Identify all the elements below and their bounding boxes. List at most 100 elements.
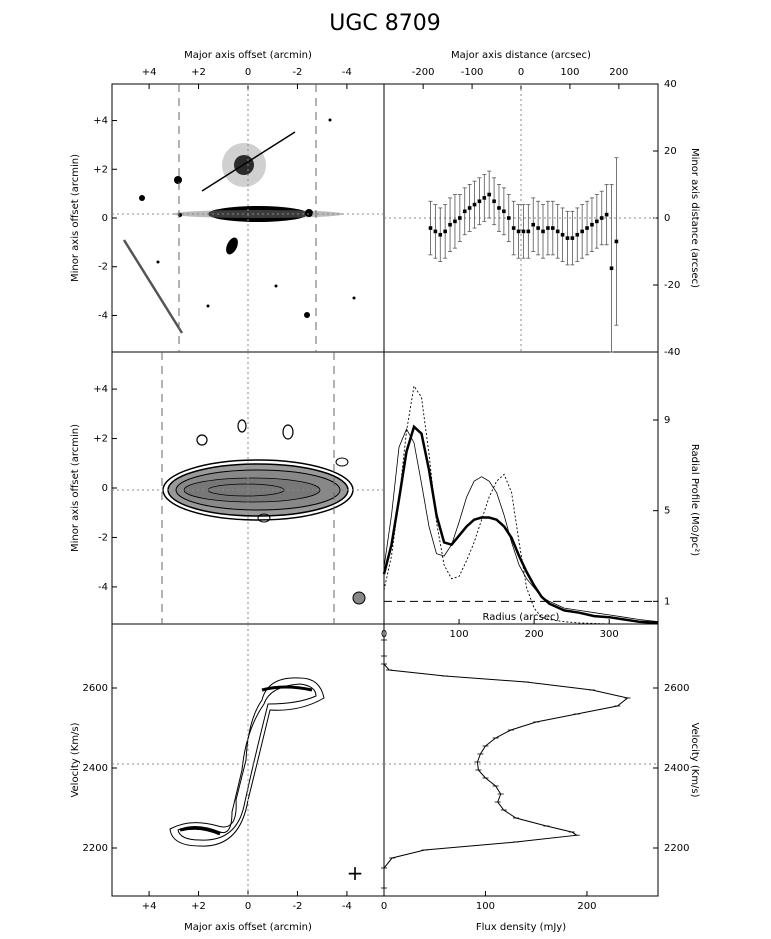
optical-x-tick-label: +2 [191, 67, 206, 78]
optical-x-tick-label: -2 [292, 67, 302, 78]
distance-point [448, 222, 452, 227]
pv-contour [177, 683, 317, 841]
pv-y-tick-label: 2200 [83, 843, 108, 854]
distance-x-tick-label: -100 [461, 67, 484, 78]
distance-point [458, 216, 462, 220]
global-right-ylabel: Velocity (Km/s) [689, 722, 700, 797]
distance-point [506, 216, 511, 220]
distance-point [492, 199, 496, 204]
global-x-tick-label: 100 [476, 901, 495, 912]
distance-y-tick-label: -40 [664, 347, 680, 358]
optical-x-tick-label: +4 [142, 67, 157, 78]
hi-map-y-tick-label: +4 [93, 384, 108, 395]
pv-xlabel: Major axis offset (arcmin) [184, 922, 312, 933]
field-star [352, 296, 356, 300]
distance-point [575, 232, 580, 237]
radial-y-tick-label: 5 [664, 506, 670, 517]
distance-point [526, 229, 531, 234]
pv-ridge [179, 826, 221, 836]
radial-profile-dotted-line [383, 384, 658, 625]
pv-outer-contour [169, 677, 325, 847]
global-profile-frame [383, 623, 659, 897]
hi-cloud [257, 513, 271, 523]
radial-x-tick-label: 300 [600, 629, 619, 640]
distance-point [585, 226, 589, 230]
distance-point [443, 229, 447, 234]
hi-cloud [282, 424, 294, 440]
distance-point [570, 236, 575, 240]
distance-point [546, 226, 550, 230]
pv-x-tick-label: +2 [191, 901, 206, 912]
radial-x-tick-label: 0 [381, 629, 387, 640]
distance-point [521, 229, 526, 234]
distance-point [555, 229, 560, 234]
radial-x-tick-label: 100 [450, 629, 469, 640]
distance-point [614, 239, 619, 244]
distance-point [472, 202, 477, 207]
field-star [206, 304, 210, 308]
pv-ridge [261, 685, 313, 692]
optical-y-tick-label: +4 [93, 116, 108, 127]
distance-x-tick-label: 100 [560, 67, 579, 78]
distance-top-xlabel: Major axis distance (arcsec) [451, 50, 591, 61]
distance-x-tick-label: -200 [412, 67, 435, 78]
optical-image [122, 118, 356, 334]
field-star [174, 176, 182, 184]
distance-point [541, 229, 545, 234]
distance-x-tick-label: 0 [518, 67, 524, 78]
radial-y-tick-label: 9 [664, 415, 670, 426]
pv-x-tick-label: -2 [292, 901, 302, 912]
distance-point [462, 209, 467, 214]
distance-x-tick-label: 200 [609, 67, 628, 78]
optical-y-tick-label: 0 [102, 213, 108, 224]
field-star [139, 195, 145, 201]
hi-cloud [335, 457, 349, 467]
optical-x-tick-label: -4 [342, 67, 352, 78]
optical-y-tick-label: -4 [98, 310, 108, 321]
pv-x-tick-label: +4 [142, 901, 157, 912]
pv-ylabel: Velocity (Km/s) [70, 722, 81, 797]
position-velocity-diagram: + [169, 677, 364, 885]
optical-x-tick-label: 0 [245, 67, 251, 78]
resolution-cross: + [347, 861, 364, 885]
field-star [156, 260, 160, 264]
hi-map-y-tick-label: 0 [102, 483, 108, 494]
distance-point [590, 222, 594, 227]
hi-cloud [196, 434, 208, 446]
field-star [305, 209, 313, 217]
field-star [304, 312, 310, 318]
chart-marks: +4 +2 0 -2 -4+4+20-2-4-200 -100 0 100 20040200-2… [83, 67, 690, 912]
global-y-tick-label: 2600 [664, 683, 689, 694]
optical-top-xlabel: Major axis offset (arcmin) [184, 50, 312, 61]
distance-point [516, 229, 521, 234]
distance-y-tick-label: 40 [664, 79, 677, 90]
field-star [274, 284, 278, 288]
optical-ylabel: Minor axis offset (arcmin) [70, 154, 81, 282]
distance-point [580, 229, 584, 234]
distance-point [609, 266, 614, 271]
distance-point [599, 216, 604, 220]
distance-point [551, 226, 555, 230]
companion-galaxy [226, 237, 238, 255]
distance-point [536, 226, 540, 230]
pv-y-tick-label: 2400 [83, 763, 108, 774]
beam-marker [352, 591, 366, 605]
hi-map-ylabel: Minor axis offset (arcmin) [70, 424, 81, 552]
distance-point [560, 232, 565, 237]
diffraction-spike [201, 131, 296, 192]
distance-point [477, 199, 482, 204]
distance-y-tick-label: -20 [664, 280, 680, 291]
distance-point [482, 196, 487, 200]
distance-y-tick-label: 0 [664, 213, 670, 224]
radial-profile-frame [383, 351, 659, 625]
distance-point [428, 226, 433, 230]
radial-y-tick-label: 1 [664, 596, 670, 607]
global-x-tick-label: 0 [381, 901, 387, 912]
hi-total-map [162, 419, 366, 605]
global-y-tick-label: 2200 [664, 843, 689, 854]
distance-point [467, 206, 472, 210]
radial-profile-thin-line [383, 428, 659, 623]
distance-y-tick-label: 20 [664, 146, 677, 157]
field-star [328, 118, 332, 122]
